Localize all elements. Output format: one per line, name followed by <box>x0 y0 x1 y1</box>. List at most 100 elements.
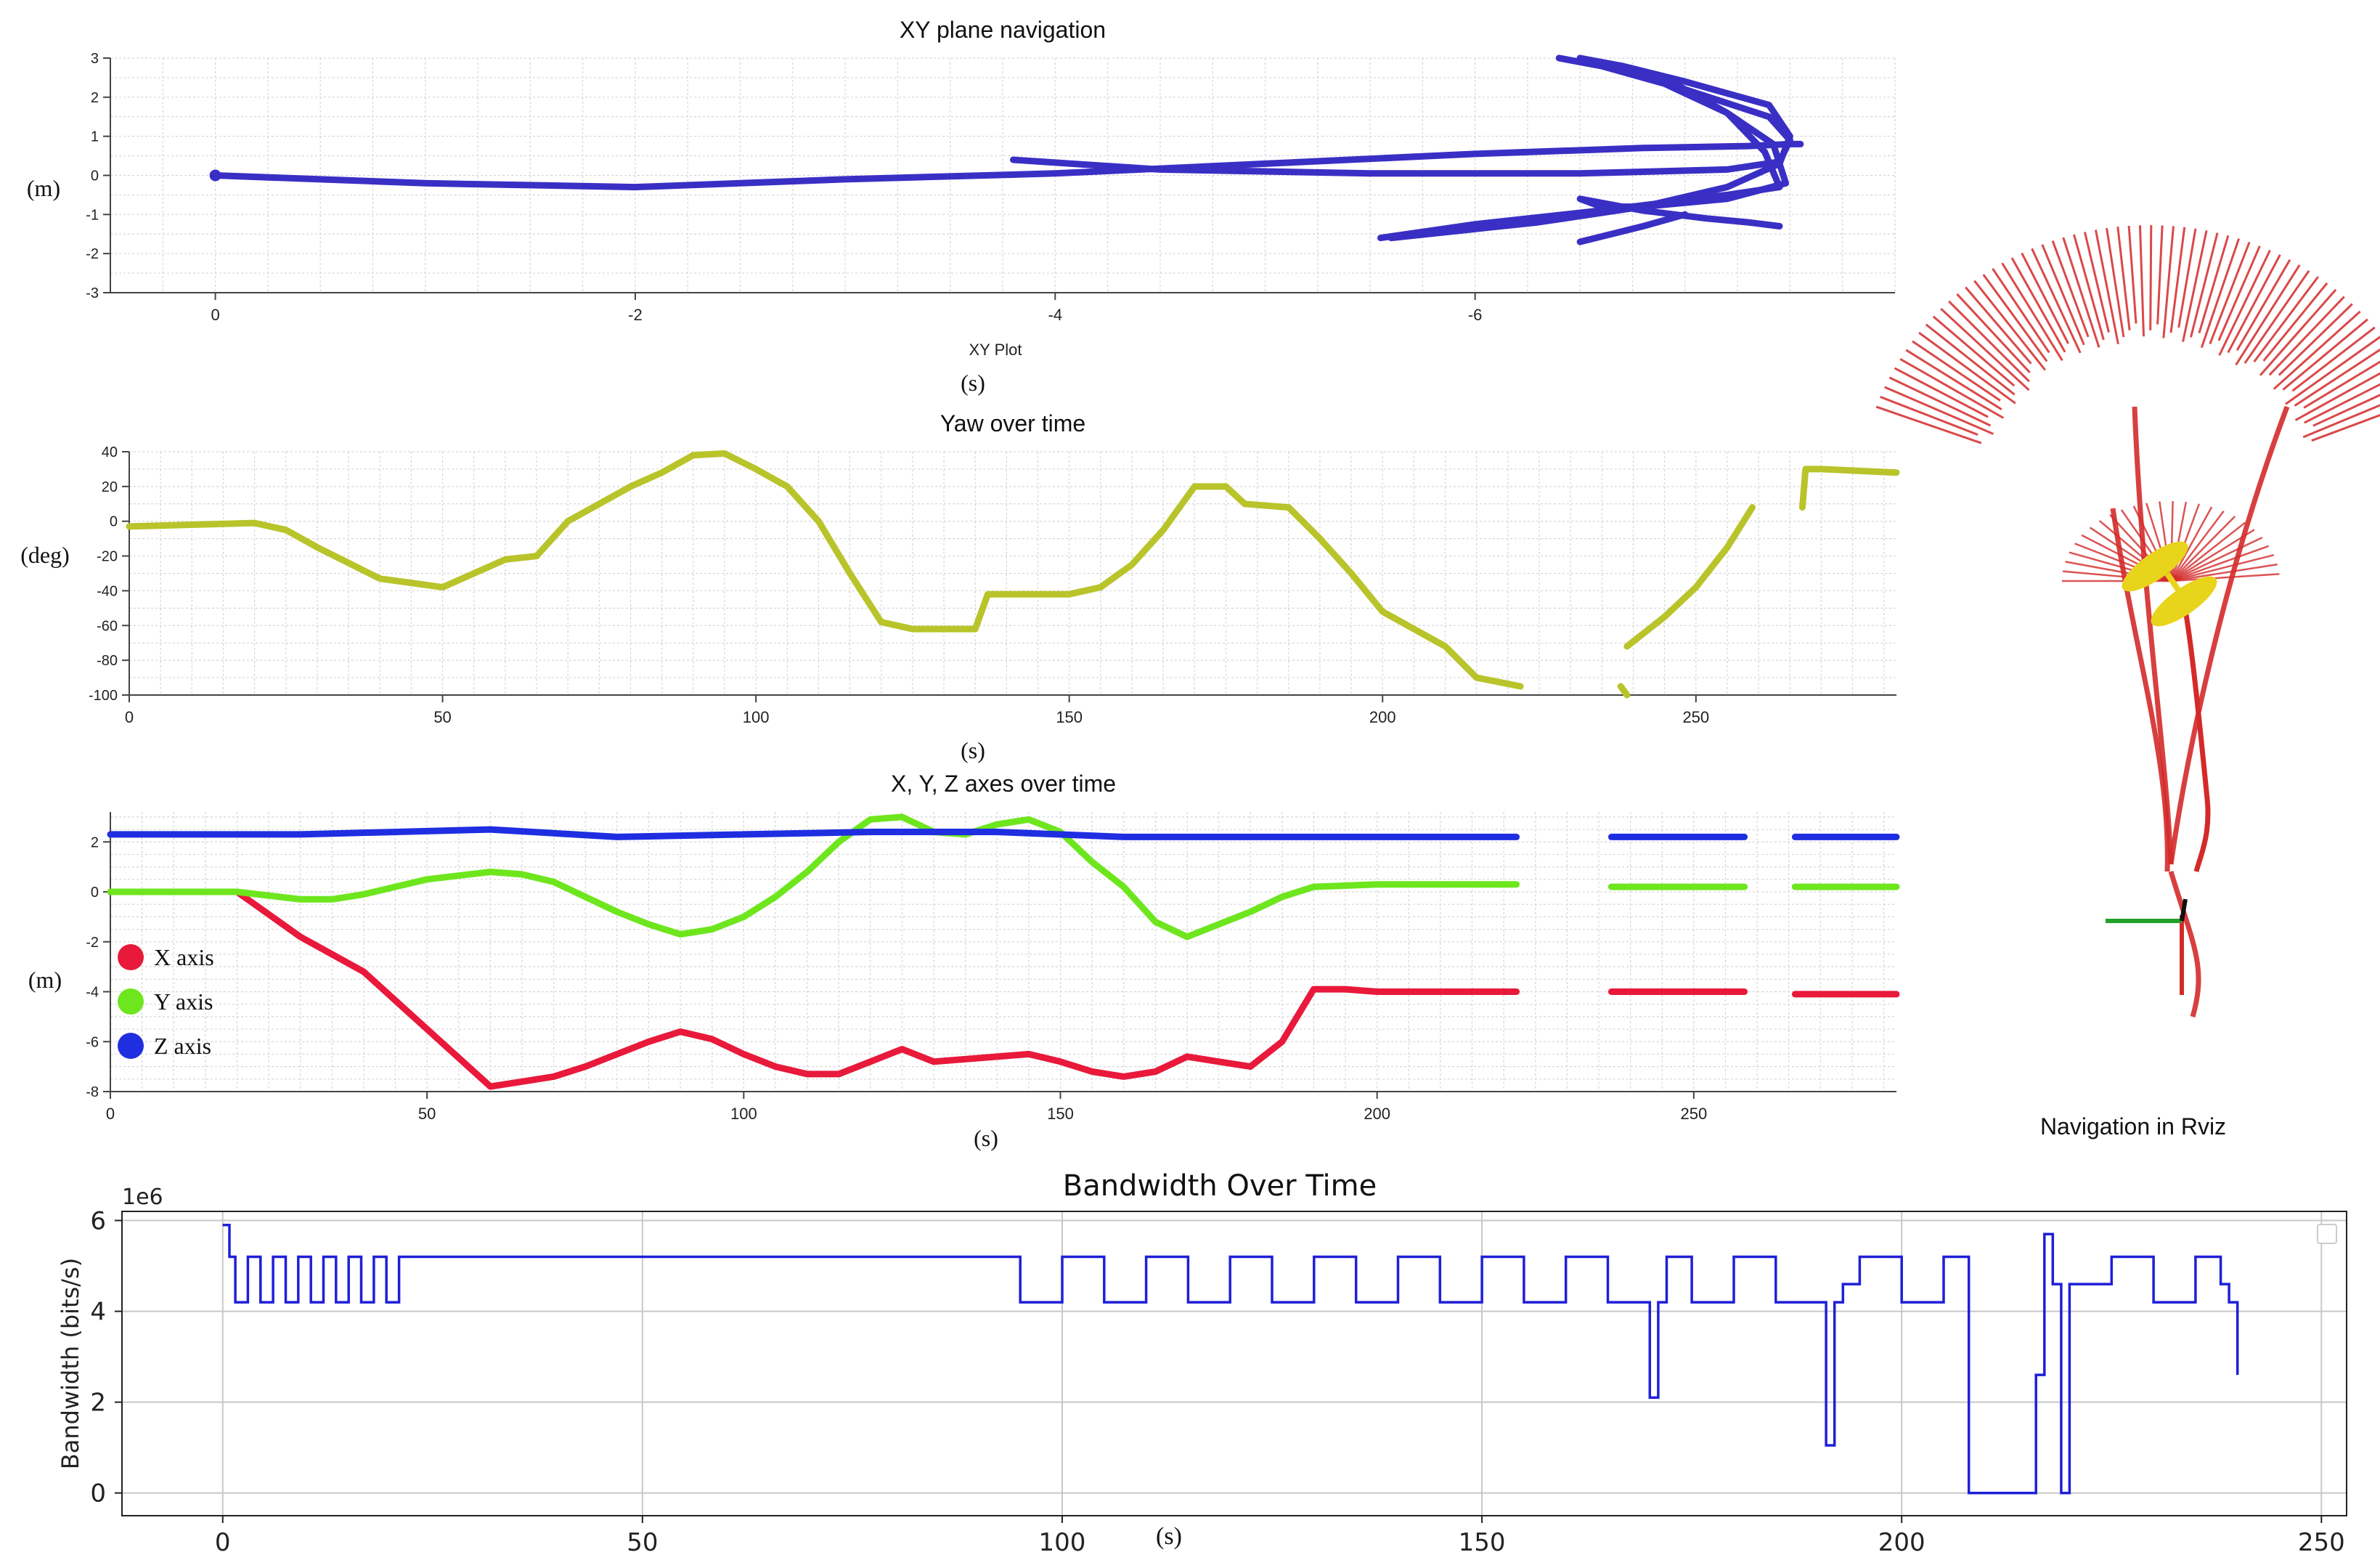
pose-arrow <box>2073 234 2105 341</box>
pose-arrow <box>2268 296 2345 376</box>
pose-arrow <box>2190 232 2219 338</box>
offset-label: 1e6 <box>122 1185 163 1210</box>
y-axis-label: (deg) <box>20 542 70 568</box>
legend-box <box>2317 1224 2337 1244</box>
y-tick-label: -2 <box>86 935 99 951</box>
series-line-x-axis <box>107 888 1520 1090</box>
pose-arrow <box>2170 573 2280 582</box>
pose-arrow <box>2209 241 2251 345</box>
y-tick-label: -8 <box>86 1084 99 1100</box>
y-tick-label: 4 <box>90 1298 106 1327</box>
y-axis-label: (m) <box>28 967 62 993</box>
rviz-visualization <box>1875 224 2380 1017</box>
x-tick-label: 200 <box>1369 708 1396 726</box>
series-line-z-axis <box>107 826 1520 840</box>
pose-arrow <box>1880 396 1978 436</box>
grid-lines <box>129 451 1896 696</box>
x-tick-label: 250 <box>1682 708 1709 726</box>
pose-arrow <box>2294 348 2380 407</box>
robot-pontoon <box>2122 541 2188 592</box>
pose-arrow <box>2001 262 2063 362</box>
y-tick-label: 6 <box>90 1207 106 1236</box>
x-tick-label: 100 <box>1039 1528 1086 1557</box>
y-tick-label: -40 <box>97 583 118 599</box>
start-point <box>209 169 221 182</box>
y-tick-label: 2 <box>90 1389 106 1418</box>
pose-arrow <box>2138 225 2145 337</box>
x-tick-label: 50 <box>418 1105 436 1123</box>
x-tick-label: 150 <box>1459 1528 1506 1557</box>
bandwidth-line <box>222 1224 2239 1495</box>
trajectory-strand <box>2110 508 2170 872</box>
trajectory-line <box>1576 54 1790 229</box>
pose-arrow <box>2156 225 2164 325</box>
pose-arrow <box>2311 414 2380 442</box>
x-tick-label: 150 <box>1056 708 1083 726</box>
y-tick-label: -80 <box>97 653 118 669</box>
pose-arrow <box>2094 229 2119 345</box>
pose-arrow <box>2041 244 2085 346</box>
pose-arrow <box>2083 232 2110 333</box>
pose-arrow <box>2218 249 2271 356</box>
pose-arrow <box>2285 336 2380 405</box>
pose-arrow <box>2273 310 2361 390</box>
pose-arrow <box>2106 227 2125 338</box>
x-tick-label: 50 <box>627 1528 658 1557</box>
y-tick-label: 0 <box>91 168 99 184</box>
y-tick-label: 0 <box>90 1479 106 1508</box>
pose-arrow <box>2162 226 2175 338</box>
y-axis-label: (m) <box>27 175 60 201</box>
y-tick-label: -4 <box>86 985 99 1001</box>
bandwidth-chart: 0 50 100 150 200 250 0 2 4 6 1e6 Bandwidth Over Tim… <box>57 1169 2347 1557</box>
pose-arrow <box>1992 268 2050 354</box>
pose-arrow <box>2217 245 2261 341</box>
pose-arrow <box>1940 307 2030 391</box>
trajectory-strand <box>2168 405 2290 865</box>
pose-arrow <box>1932 315 2016 387</box>
pose-arrow <box>1925 323 2016 396</box>
y-tick-label: -20 <box>97 549 118 565</box>
pose-arrow <box>2021 252 2069 344</box>
y-axis-label: Bandwidth (bits/s) <box>57 1258 84 1469</box>
pose-arrow <box>2312 394 2380 427</box>
chart-title: Bandwidth Over Time <box>1063 1169 1377 1203</box>
plot-frame <box>121 1211 2347 1516</box>
pose-arrow <box>2051 240 2090 338</box>
yaw-line-segment <box>1623 504 1756 650</box>
xy-plane-chart: 0 -2 -4 -6 3 2 1 0 -1 -2 -3 XY plane navigation (m) X… <box>27 17 1896 396</box>
pose-arrow <box>1965 286 2032 365</box>
y-tick-label: -3 <box>86 285 99 301</box>
y-tick-label: 1 <box>91 129 99 145</box>
x-tick-label: -2 <box>628 306 643 324</box>
xyz-axes-chart: 0 50 100 150 200 250 2 0 -2 -4 -6 -8 X, Y, Z axes ov… <box>28 771 1900 1151</box>
pose-arrow <box>2303 383 2380 424</box>
pose-arrow <box>1982 274 2048 362</box>
pose-arrow <box>1912 340 2001 402</box>
y-tick-label: 0 <box>110 514 118 530</box>
y-tick-label: 0 <box>91 885 99 901</box>
pose-arrow <box>2282 318 2368 391</box>
x-tick-label: 200 <box>1878 1528 1925 1557</box>
trajectory-line <box>212 140 1804 191</box>
pose-arrow <box>1894 367 1989 418</box>
x-axis-label: (s) <box>974 1125 998 1151</box>
yaw-line-segment <box>1617 683 1631 699</box>
pose-arrow <box>1948 300 2030 383</box>
pose-arrow <box>2062 237 2100 348</box>
yaw-line-segment <box>1799 466 1900 511</box>
pose-arrow <box>2182 230 2208 342</box>
x-tick-label: 200 <box>1364 1105 1390 1123</box>
x-tick-label: 0 <box>106 1105 115 1123</box>
chart-title: X, Y, Z axes over time <box>891 771 1116 797</box>
pose-arrow <box>2170 545 2270 582</box>
legend-label: X axis <box>154 944 214 970</box>
pose-arrow <box>2170 553 2275 582</box>
pose-arrow <box>2235 264 2301 366</box>
x-axis-label: (s) <box>1156 1523 1182 1550</box>
legend-label: Z axis <box>154 1033 211 1059</box>
pose-arrow <box>2127 225 2137 324</box>
y-tick-label: -100 <box>89 688 118 704</box>
x-tick-label: 250 <box>1680 1105 1707 1123</box>
